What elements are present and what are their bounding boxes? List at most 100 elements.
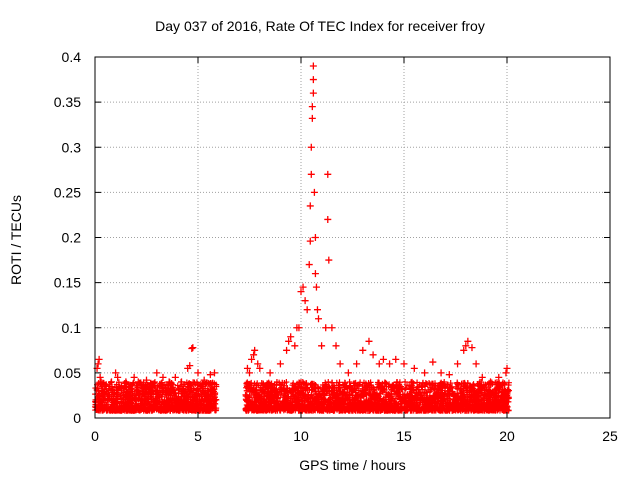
noise-marker: [441, 391, 448, 398]
data-point: [194, 369, 202, 377]
noise-marker: [197, 401, 204, 408]
noise-marker: [464, 384, 471, 391]
data-point: [285, 337, 293, 345]
noise-marker: [205, 381, 212, 388]
noise-marker: [417, 389, 424, 396]
noise-marker: [411, 393, 418, 400]
noise-marker: [196, 407, 203, 414]
data-point: [256, 364, 264, 372]
noise-marker: [194, 386, 201, 393]
noise-marker: [243, 380, 250, 387]
noise-marker: [440, 402, 447, 409]
noise-marker: [151, 378, 158, 385]
noise-marker: [115, 383, 122, 390]
noise-marker: [341, 386, 348, 393]
noise-marker: [156, 394, 163, 401]
noise-marker: [503, 399, 510, 406]
data-point: [200, 376, 208, 384]
noise-marker: [206, 404, 213, 411]
noise-marker: [161, 404, 168, 411]
noise-marker: [297, 391, 304, 398]
y-tick-label: 0.15: [54, 275, 81, 291]
noise-marker: [504, 403, 511, 410]
noise-marker: [270, 394, 277, 401]
data-point: [95, 355, 103, 363]
noise-marker: [414, 384, 421, 391]
noise-marker: [356, 407, 363, 414]
noise-marker: [254, 392, 261, 399]
noise-marker: [383, 404, 390, 411]
noise-marker: [142, 406, 149, 413]
noise-marker: [106, 396, 113, 403]
noise-marker: [105, 385, 112, 392]
x-tick-label: 5: [194, 428, 202, 444]
noise-marker: [288, 401, 295, 408]
noise-marker: [452, 384, 459, 391]
data-point: [143, 376, 150, 384]
noise-marker: [377, 407, 384, 414]
noise-marker: [169, 394, 176, 401]
data-point: [134, 378, 142, 386]
noise-marker: [298, 383, 305, 390]
noise-marker: [276, 407, 283, 414]
data-point: [324, 170, 332, 178]
noise-marker: [398, 383, 405, 390]
noise-marker: [184, 386, 191, 393]
noise-marker: [335, 395, 342, 402]
noise-marker: [312, 381, 319, 388]
plot-frame: [94, 56, 611, 419]
data-point: [297, 288, 305, 296]
data-point: [306, 202, 314, 210]
data-point: [386, 360, 394, 368]
noise-marker: [423, 402, 430, 409]
noise-marker: [99, 393, 106, 400]
data-point: [472, 360, 480, 368]
noise-marker: [103, 405, 110, 412]
data-point: [460, 346, 468, 354]
noise-marker: [452, 391, 459, 398]
noise-marker: [504, 394, 511, 401]
noise-marker: [287, 388, 294, 395]
noise-marker: [426, 388, 433, 395]
noise-marker: [333, 391, 340, 398]
data-point: [445, 371, 453, 379]
noise-marker: [148, 396, 155, 403]
data-point: [97, 378, 105, 386]
noise-marker: [167, 403, 174, 410]
data-point: [94, 360, 102, 368]
noise-marker: [399, 395, 406, 402]
noise-marker: [273, 378, 280, 385]
noise-marker: [475, 405, 482, 412]
data-point: [365, 337, 373, 345]
data-point: [379, 355, 387, 363]
data-point: [310, 188, 318, 196]
noise-marker: [99, 407, 106, 414]
noise-marker: [402, 378, 409, 385]
data-point: [188, 345, 196, 353]
data-point: [165, 378, 173, 386]
data-point: [307, 143, 315, 151]
noise-marker: [255, 396, 262, 403]
noise-marker: [431, 392, 438, 399]
noise-marker: [284, 403, 291, 410]
noise-marker: [334, 392, 341, 399]
noise-marker: [95, 403, 102, 410]
noise-marker: [161, 381, 168, 388]
data-point: [96, 373, 104, 381]
noise-marker: [117, 392, 124, 399]
noise-marker: [493, 400, 500, 407]
noise-marker: [308, 387, 315, 394]
data-point: [291, 342, 299, 350]
y-tick-label: 0.1: [62, 320, 82, 336]
noise-marker: [326, 392, 333, 399]
data-point: [305, 261, 313, 269]
data-point: [313, 306, 321, 314]
noise-marker: [407, 392, 414, 399]
noise-marker: [324, 388, 331, 395]
noise-marker: [414, 402, 421, 409]
noise-marker: [165, 399, 172, 406]
noise-marker: [370, 384, 377, 391]
data-point: [487, 378, 495, 386]
data-point: [307, 170, 315, 178]
noise-marker: [391, 405, 398, 412]
